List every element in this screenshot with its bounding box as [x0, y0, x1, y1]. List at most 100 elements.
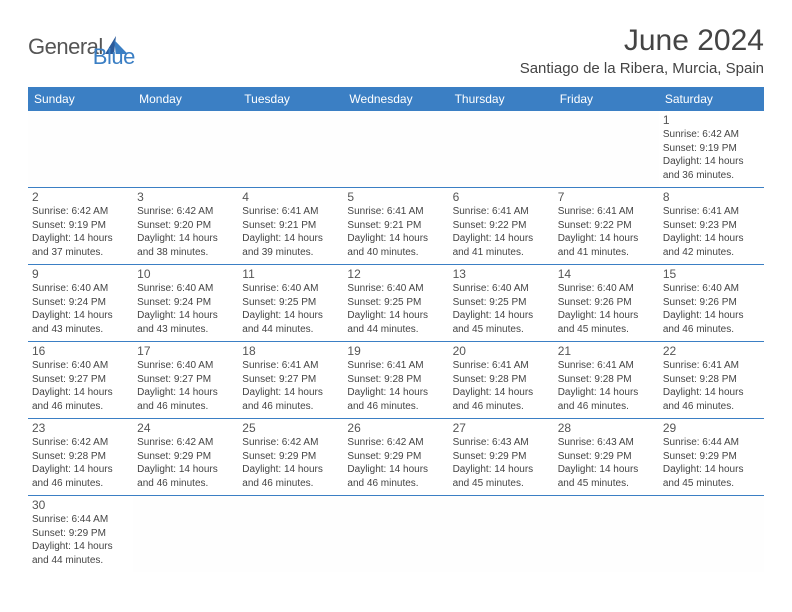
sunrise-text: Sunrise: 6:43 AM	[453, 436, 550, 450]
calendar-cell: 12Sunrise: 6:40 AMSunset: 9:25 PMDayligh…	[343, 265, 448, 342]
daylight-text: Daylight: 14 hours	[453, 232, 550, 246]
daylight-text: and 38 minutes.	[137, 246, 234, 260]
daylight-text: Daylight: 14 hours	[32, 540, 129, 554]
sunset-text: Sunset: 9:24 PM	[137, 296, 234, 310]
calendar-cell: 20Sunrise: 6:41 AMSunset: 9:28 PMDayligh…	[449, 342, 554, 419]
sunset-text: Sunset: 9:28 PM	[558, 373, 655, 387]
daylight-text: Daylight: 14 hours	[558, 463, 655, 477]
day-number: 25	[242, 421, 339, 435]
calendar-cell: 25Sunrise: 6:42 AMSunset: 9:29 PMDayligh…	[238, 419, 343, 496]
sunset-text: Sunset: 9:19 PM	[32, 219, 129, 233]
sunrise-text: Sunrise: 6:42 AM	[32, 436, 129, 450]
calendar-cell	[343, 496, 448, 573]
daylight-text: Daylight: 14 hours	[242, 309, 339, 323]
sunrise-text: Sunrise: 6:41 AM	[558, 359, 655, 373]
daylight-text: and 46 minutes.	[347, 400, 444, 414]
logo: General Blue	[28, 24, 169, 60]
day-number: 1	[663, 113, 760, 127]
sunset-text: Sunset: 9:22 PM	[558, 219, 655, 233]
daylight-text: and 45 minutes.	[558, 323, 655, 337]
calendar-cell: 14Sunrise: 6:40 AMSunset: 9:26 PMDayligh…	[554, 265, 659, 342]
sunset-text: Sunset: 9:28 PM	[453, 373, 550, 387]
calendar-row: 23Sunrise: 6:42 AMSunset: 9:28 PMDayligh…	[28, 419, 764, 496]
calendar-cell: 6Sunrise: 6:41 AMSunset: 9:22 PMDaylight…	[449, 188, 554, 265]
day-number: 13	[453, 267, 550, 281]
sunset-text: Sunset: 9:29 PM	[663, 450, 760, 464]
calendar-body: 1Sunrise: 6:42 AMSunset: 9:19 PMDaylight…	[28, 111, 764, 572]
day-number: 22	[663, 344, 760, 358]
daylight-text: Daylight: 14 hours	[242, 386, 339, 400]
weekday-header: Monday	[133, 87, 238, 111]
sunrise-text: Sunrise: 6:40 AM	[242, 282, 339, 296]
daylight-text: Daylight: 14 hours	[663, 155, 760, 169]
sunrise-text: Sunrise: 6:44 AM	[663, 436, 760, 450]
day-number: 9	[32, 267, 129, 281]
day-number: 5	[347, 190, 444, 204]
title-block: June 2024 Santiago de la Ribera, Murcia,…	[520, 24, 764, 77]
calendar-cell: 10Sunrise: 6:40 AMSunset: 9:24 PMDayligh…	[133, 265, 238, 342]
weekday-header: Friday	[554, 87, 659, 111]
daylight-text: Daylight: 14 hours	[663, 232, 760, 246]
calendar-cell	[554, 111, 659, 188]
sunset-text: Sunset: 9:27 PM	[242, 373, 339, 387]
sunrise-text: Sunrise: 6:41 AM	[663, 359, 760, 373]
calendar-cell: 29Sunrise: 6:44 AMSunset: 9:29 PMDayligh…	[659, 419, 764, 496]
daylight-text: Daylight: 14 hours	[32, 232, 129, 246]
calendar-cell	[238, 111, 343, 188]
sunset-text: Sunset: 9:22 PM	[453, 219, 550, 233]
daylight-text: Daylight: 14 hours	[453, 463, 550, 477]
day-number: 23	[32, 421, 129, 435]
daylight-text: Daylight: 14 hours	[32, 386, 129, 400]
calendar-row: 1Sunrise: 6:42 AMSunset: 9:19 PMDaylight…	[28, 111, 764, 188]
daylight-text: and 45 minutes.	[663, 477, 760, 491]
calendar-row: 9 Sunrise: 6:40 AM Sunset: 9:24 PM Daylight…	[28, 265, 764, 342]
calendar-cell: 15Sunrise: 6:40 AMSunset: 9:26 PMDayligh…	[659, 265, 764, 342]
logo-text-blue: Blue	[93, 44, 135, 70]
calendar-cell: 23Sunrise: 6:42 AMSunset: 9:28 PMDayligh…	[28, 419, 133, 496]
weekday-header: Sunday	[28, 87, 133, 111]
day-number: 20	[453, 344, 550, 358]
sunset-text: Sunset: 9:28 PM	[663, 373, 760, 387]
day-number: 15	[663, 267, 760, 281]
calendar-cell: 11Sunrise: 6:40 AMSunset: 9:25 PMDayligh…	[238, 265, 343, 342]
sunset-text: Sunset: 9:25 PM	[242, 296, 339, 310]
sunrise-text: Sunrise: 6:41 AM	[558, 205, 655, 219]
sunset-text: Sunset: 9:29 PM	[558, 450, 655, 464]
day-number: 7	[558, 190, 655, 204]
calendar-cell: 2Sunrise: 6:42 AMSunset: 9:19 PMDaylight…	[28, 188, 133, 265]
daylight-text: Daylight: 14 hours	[347, 463, 444, 477]
calendar-table: Sunday Monday Tuesday Wednesday Thursday…	[28, 87, 764, 572]
daylight-text: Daylight: 14 hours	[242, 232, 339, 246]
daylight-text: Daylight: 14 hours	[663, 386, 760, 400]
page-subtitle: Santiago de la Ribera, Murcia, Spain	[520, 60, 764, 77]
calendar-cell	[133, 496, 238, 573]
daylight-text: and 46 minutes.	[242, 400, 339, 414]
daylight-text: and 43 minutes.	[137, 323, 234, 337]
daylight-text: and 46 minutes.	[347, 477, 444, 491]
sunset-text: Sunset: 9:29 PM	[347, 450, 444, 464]
daylight-text: Daylight: 14 hours	[558, 232, 655, 246]
calendar-cell: 18Sunrise: 6:41 AMSunset: 9:27 PMDayligh…	[238, 342, 343, 419]
daylight-text: and 46 minutes.	[558, 400, 655, 414]
sunset-text: Sunset: 9:23 PM	[663, 219, 760, 233]
day-number: 2	[32, 190, 129, 204]
calendar-row: 2Sunrise: 6:42 AMSunset: 9:19 PMDaylight…	[28, 188, 764, 265]
sunrise-text: Sunrise: 6:41 AM	[453, 205, 550, 219]
sunrise-text: Sunrise: 6:41 AM	[347, 359, 444, 373]
daylight-text: and 46 minutes.	[32, 400, 129, 414]
calendar-cell: 13Sunrise: 6:40 AMSunset: 9:25 PMDayligh…	[449, 265, 554, 342]
sunrise-text: Sunrise: 6:40 AM	[32, 359, 129, 373]
sunrise-text: Sunrise: 6:42 AM	[242, 436, 339, 450]
calendar-cell	[659, 496, 764, 573]
daylight-text: Daylight: 14 hours	[137, 463, 234, 477]
calendar-cell	[133, 111, 238, 188]
calendar-cell: 28Sunrise: 6:43 AMSunset: 9:29 PMDayligh…	[554, 419, 659, 496]
sunset-text: Sunset: 9:21 PM	[347, 219, 444, 233]
daylight-text: and 41 minutes.	[558, 246, 655, 260]
calendar-cell: 1Sunrise: 6:42 AMSunset: 9:19 PMDaylight…	[659, 111, 764, 188]
sunrise-text: Sunrise: 6:42 AM	[32, 205, 129, 219]
sunset-text: Sunset: 9:29 PM	[32, 527, 129, 541]
page-title: June 2024	[520, 24, 764, 58]
daylight-text: and 46 minutes.	[453, 400, 550, 414]
sunrise-text: Sunrise: 6:44 AM	[32, 513, 129, 527]
